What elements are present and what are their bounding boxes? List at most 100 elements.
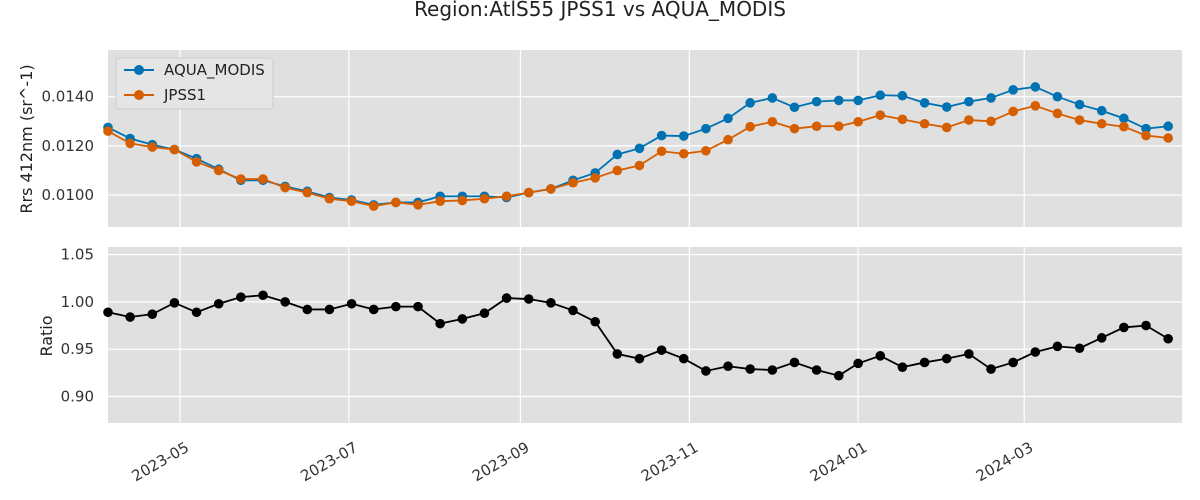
series-aqua-modis-point xyxy=(1052,91,1063,102)
series-jpss1-point xyxy=(457,195,468,206)
x-tick-label: 2023-11 xyxy=(638,438,701,485)
series-jpss1-point xyxy=(1141,130,1151,141)
series-aqua-modis-point xyxy=(701,123,711,134)
series-aqua-modis-point xyxy=(853,95,863,106)
x-tick-label: 2023-09 xyxy=(469,438,532,485)
series-ratio-point xyxy=(169,298,180,308)
series-jpss1-point xyxy=(546,184,556,194)
series-aqua-modis-point xyxy=(811,96,822,107)
top-y-tick-label: 0.0140 xyxy=(42,88,95,106)
series-aqua-modis-point xyxy=(1096,105,1107,116)
bottom-y-axis-label: Ratio xyxy=(37,315,56,356)
series-ratio-point xyxy=(501,293,512,303)
series-ratio-point xyxy=(213,298,224,309)
top-series xyxy=(103,82,1173,211)
series-ratio-point xyxy=(723,361,733,372)
top-y-tick-label: 0.0120 xyxy=(42,137,95,155)
series-ratio-point xyxy=(745,364,755,374)
series-aqua-modis-point xyxy=(612,149,623,160)
series-aqua-modis-point xyxy=(1074,99,1085,110)
series-ratio-point xyxy=(258,290,268,301)
series-ratio-point xyxy=(767,365,778,375)
series-ratio-point xyxy=(919,357,930,368)
series-jpss1-point xyxy=(346,196,357,206)
series-jpss1-point xyxy=(964,115,974,125)
top-y-tick-label: 0.0100 xyxy=(42,186,95,204)
series-jpss1-point xyxy=(811,121,822,132)
series-jpss1-point xyxy=(1052,108,1063,119)
series-ratio-point xyxy=(568,305,578,316)
series-ratio-point xyxy=(701,366,711,376)
series-ratio xyxy=(103,290,1173,381)
series-aqua-modis-point xyxy=(1030,82,1041,92)
top-grid xyxy=(108,50,1182,227)
series-aqua-modis-point xyxy=(634,143,645,154)
series-jpss1-point xyxy=(1030,101,1041,111)
x-tick-label: 2024-01 xyxy=(807,438,870,485)
series-ratio-point xyxy=(302,304,313,315)
series-jpss1-point xyxy=(1096,118,1107,129)
bottom-y-tick-label: 0.95 xyxy=(61,340,94,358)
series-jpss1-point xyxy=(701,145,711,156)
series-ratio-point xyxy=(546,298,556,308)
series-jpss1-point xyxy=(919,118,930,129)
bottom-grid xyxy=(108,247,1182,423)
series-ratio-point xyxy=(435,318,445,329)
series-jpss1-point xyxy=(656,146,667,157)
series-jpss1-point xyxy=(236,174,246,184)
series-aqua-modis-point xyxy=(767,93,778,103)
series-jpss1 xyxy=(103,101,1173,211)
series-jpss1-point xyxy=(368,201,379,211)
series-aqua-modis-point xyxy=(833,95,844,106)
bottom-y-tick-label: 0.90 xyxy=(61,388,94,406)
series-ratio-point xyxy=(789,357,800,368)
series-jpss1-point xyxy=(280,182,290,193)
series-ratio-point xyxy=(523,294,534,304)
series-aqua-modis-point xyxy=(1119,113,1129,124)
legend-marker-jpss xyxy=(134,90,144,100)
series-ratio-point xyxy=(1096,333,1107,343)
series-ratio-point xyxy=(1030,347,1041,357)
x-tick-label: 2024-03 xyxy=(973,438,1036,485)
bottom-panel: 0.90 0.95 1.00 1.05 Ratio xyxy=(37,246,1182,423)
series-jpss1-point xyxy=(191,157,202,167)
top-y-ticks: 0.0100 0.0120 0.0140 xyxy=(42,88,95,204)
series-aqua-modis-point xyxy=(964,96,974,107)
legend-box xyxy=(115,57,274,110)
series-jpss1-point xyxy=(258,174,268,184)
series-aqua-modis-point xyxy=(656,130,667,141)
series-jpss1-point xyxy=(1119,121,1129,132)
series-jpss1-point xyxy=(147,142,158,152)
series-ratio-point xyxy=(612,349,623,359)
series-jpss1-point xyxy=(634,160,645,171)
series-jpss1-point xyxy=(986,116,996,127)
series-ratio-point xyxy=(1119,322,1129,333)
series-aqua-modis-point xyxy=(1008,85,1018,95)
chart-title: Region:AtlS55 JPSS1 vs AQUA_MODIS xyxy=(414,0,786,21)
bottom-series xyxy=(103,290,1173,381)
series-ratio-point xyxy=(634,353,645,364)
series-ratio-point xyxy=(191,307,202,318)
series-jpss1-point xyxy=(568,177,578,188)
legend-marker-aqua xyxy=(134,65,144,75)
series-ratio-point xyxy=(1141,320,1151,331)
series-jpss1-point xyxy=(213,165,224,176)
series-jpss1-point xyxy=(435,196,445,206)
series-ratio-point xyxy=(1163,333,1173,344)
series-jpss1-point xyxy=(169,144,180,155)
bottom-plot-background xyxy=(108,247,1182,423)
series-aqua-modis-point xyxy=(745,98,755,108)
series-jpss1-point xyxy=(833,121,844,132)
series-ratio-point xyxy=(368,304,379,315)
series-aqua-modis-point xyxy=(1163,121,1173,132)
bottom-y-tick-label: 1.05 xyxy=(61,246,94,264)
series-jpss1-point xyxy=(590,173,600,183)
series-ratio-point xyxy=(457,314,468,324)
x-tick-label: 2023-05 xyxy=(129,438,192,485)
legend-label-aqua: AQUA_MODIS xyxy=(164,61,265,80)
series-jpss1-point xyxy=(523,187,534,198)
series-aqua-modis-point xyxy=(986,93,996,103)
series-ratio-point xyxy=(413,301,423,312)
series-jpss1-point xyxy=(125,138,135,149)
series-jpss1-point xyxy=(897,114,908,125)
